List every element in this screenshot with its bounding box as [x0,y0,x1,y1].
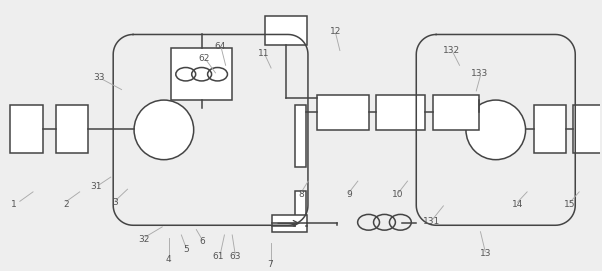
Circle shape [134,100,194,160]
Text: 5: 5 [183,245,189,254]
Bar [55,105,88,153]
Bar [317,95,368,130]
Text: 12: 12 [330,27,341,36]
Text: 8: 8 [298,190,304,199]
Bar [171,49,232,100]
Text: 33: 33 [94,73,105,82]
Bar [265,16,307,46]
Bar [376,95,425,130]
Bar [533,105,566,153]
Bar [272,215,307,232]
Text: 31: 31 [91,182,102,191]
Text: 4: 4 [166,255,171,264]
Bar [10,105,43,153]
Text: 13: 13 [479,249,491,258]
Text: 62: 62 [199,54,209,63]
Text: 61: 61 [213,252,224,261]
Text: 15: 15 [565,199,576,208]
Text: 7: 7 [267,260,273,269]
Bar [295,192,306,226]
Text: 11: 11 [258,49,270,58]
Text: 131: 131 [423,217,440,226]
Text: 6: 6 [199,237,205,246]
Bar [295,105,306,167]
Text: 32: 32 [138,234,150,244]
Text: 14: 14 [512,199,523,208]
Text: 3: 3 [113,198,119,207]
Text: 133: 133 [471,69,488,78]
Text: 64: 64 [214,42,226,51]
Bar [573,105,602,153]
Text: 132: 132 [443,46,461,55]
Text: 9: 9 [346,190,352,199]
Circle shape [466,100,526,160]
Text: 10: 10 [392,190,404,199]
Text: 2: 2 [64,199,69,208]
Text: 1: 1 [11,199,17,208]
Bar [433,95,479,130]
Text: 63: 63 [229,252,241,261]
